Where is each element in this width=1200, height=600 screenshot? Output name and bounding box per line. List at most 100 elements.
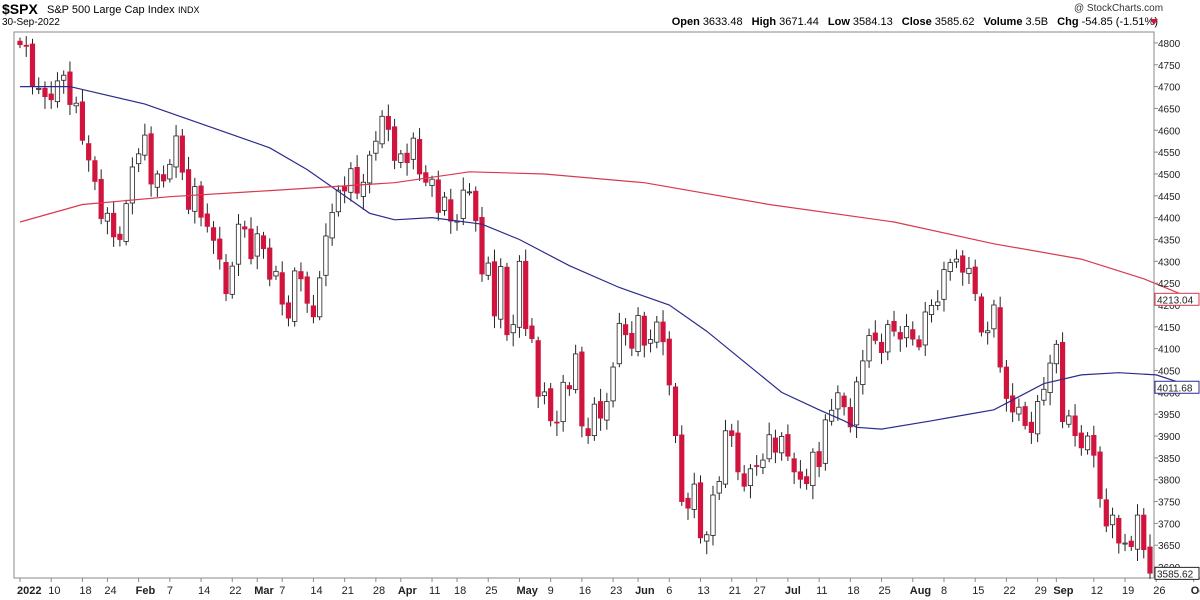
candle-body — [223, 262, 229, 295]
candle-body — [985, 330, 991, 334]
x-tick-label: Jun — [635, 585, 655, 597]
candle-body — [841, 395, 847, 408]
candle-body — [167, 163, 173, 180]
candle-body — [267, 247, 273, 280]
y-tick-label: 3900 — [1158, 432, 1181, 443]
y-tick-label: 4000 — [1158, 388, 1181, 399]
x-tick-label: Mar — [254, 585, 274, 597]
candle-body — [641, 315, 647, 346]
candle-body — [1041, 388, 1047, 401]
candle-body — [897, 332, 903, 340]
candle-body — [354, 167, 360, 194]
x-tick-label: 7 — [279, 585, 285, 597]
candle-body — [791, 458, 797, 473]
low-value: 3584.13 — [852, 16, 893, 28]
price-tag-label: 4213.04 — [1157, 295, 1194, 306]
y-tick-label: 4250 — [1158, 279, 1181, 290]
candle-body — [104, 212, 111, 222]
candle-body — [136, 153, 142, 165]
down-arrow-icon — [1150, 19, 1158, 25]
candle-body — [441, 196, 448, 211]
candle-body — [903, 326, 910, 339]
candle-body — [616, 322, 622, 365]
candle-body — [160, 174, 167, 182]
x-tick-label: Aug — [910, 585, 931, 597]
candle-body — [98, 179, 104, 219]
candle-body — [48, 93, 54, 101]
y-tick-label: 4650 — [1158, 104, 1181, 115]
candle-body — [460, 189, 466, 219]
candle-body — [23, 44, 29, 47]
candle-body — [398, 153, 404, 163]
price-tag-box — [1154, 380, 1200, 394]
x-tick-label: 8 — [941, 585, 947, 597]
candle-body — [1072, 415, 1078, 437]
candle-body — [36, 87, 42, 90]
candle-body — [1078, 432, 1084, 449]
candle-body — [360, 181, 366, 197]
candle-body — [142, 134, 148, 156]
x-tick-label: May — [516, 585, 538, 597]
candle-body — [866, 335, 872, 362]
candle-body — [429, 178, 435, 186]
candle-body — [173, 135, 179, 168]
candle-body — [79, 101, 86, 141]
candle-body — [379, 115, 385, 145]
price-tags: 4213.04 4011.68 3585.62 — [1154, 292, 1200, 580]
candle-body — [535, 340, 541, 397]
candle-body — [111, 212, 117, 238]
candle-body — [816, 451, 822, 468]
candle-body — [928, 305, 935, 316]
chg-label: Chg — [1057, 16, 1079, 28]
x-tick-label: 21 — [729, 585, 741, 597]
candle-body — [435, 179, 441, 213]
candle-body — [254, 233, 260, 257]
candle-body — [822, 419, 828, 464]
candle-body — [1003, 366, 1010, 399]
candle-body — [229, 265, 235, 295]
y-tick-label: 4500 — [1158, 170, 1181, 181]
candle-body — [772, 437, 779, 453]
plot-frame — [13, 31, 1200, 579]
x-tick-label: 25 — [485, 585, 497, 597]
candle-body — [560, 381, 566, 423]
price-tag-label: 3585.62 — [1157, 569, 1194, 580]
candle-body — [342, 186, 348, 192]
candle-body — [192, 186, 198, 212]
candle-body — [910, 329, 916, 340]
candle-body — [997, 307, 1003, 368]
candle-body — [654, 321, 660, 343]
x-tick-label: Sep — [1053, 585, 1073, 597]
candle-body — [685, 497, 691, 509]
x-tick-label: 6 — [666, 585, 672, 597]
candle-body — [847, 407, 853, 428]
x-tick-label: Oct — [1191, 585, 1200, 597]
candle-body — [810, 451, 816, 487]
candle-body — [54, 80, 61, 103]
candle-body — [598, 401, 604, 419]
x-tick-label: Feb — [136, 585, 156, 597]
candle-body — [498, 266, 504, 320]
candle-body — [367, 154, 373, 184]
candle-body — [198, 185, 204, 218]
y-tick-label: 4700 — [1158, 83, 1181, 94]
x-tick-label: 22 — [229, 585, 241, 597]
x-tick-label: 14 — [198, 585, 210, 597]
volume-label: Volume — [983, 16, 1023, 28]
candle-body — [591, 403, 597, 437]
candle-body — [485, 262, 491, 276]
candle-body — [735, 432, 741, 473]
y-tick-label: 4400 — [1158, 214, 1181, 225]
low-label: Low — [827, 16, 850, 28]
candle-body — [953, 258, 960, 263]
x-axis: 2022 10 18 24 Feb 7 14 22 Mar 7 14 21 28 Apr 11 18 25 May… — [17, 578, 1200, 597]
y-tick-label: 4050 — [1158, 367, 1181, 378]
candle-body — [635, 315, 641, 352]
candle-body — [473, 190, 479, 222]
candle-body — [922, 311, 928, 346]
candle-body — [579, 351, 585, 427]
y-tick-label: 4750 — [1158, 61, 1181, 72]
candle-body — [1147, 546, 1153, 574]
candle-body — [504, 266, 510, 336]
